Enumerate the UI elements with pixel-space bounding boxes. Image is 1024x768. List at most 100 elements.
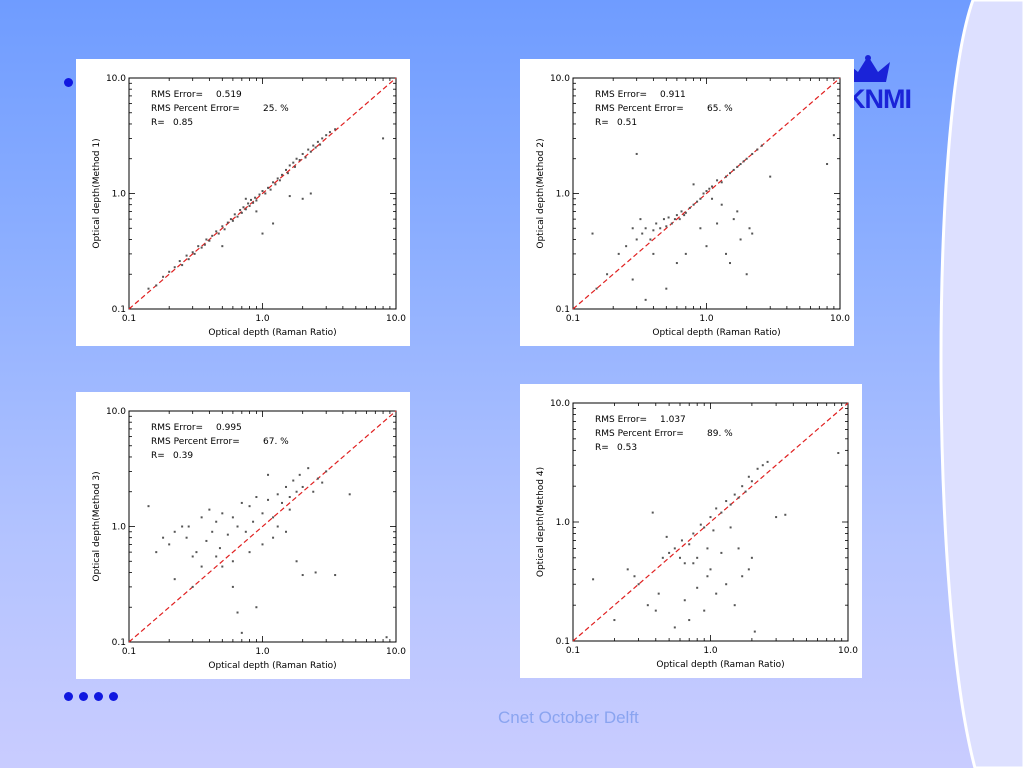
data-point <box>173 530 176 533</box>
data-point <box>215 520 218 523</box>
data-point <box>312 144 315 147</box>
data-point <box>709 516 712 519</box>
data-point <box>314 146 317 149</box>
data-point <box>832 134 835 137</box>
data-point <box>240 501 243 504</box>
data-point <box>725 500 728 503</box>
data-point <box>147 287 150 290</box>
data-point <box>252 520 255 523</box>
data-point <box>382 137 385 140</box>
data-point <box>281 173 284 176</box>
data-point <box>725 175 728 178</box>
data-point <box>193 252 196 255</box>
data-point <box>654 609 657 612</box>
data-point <box>708 187 711 190</box>
data-point <box>751 232 754 235</box>
stat-label: RMS Percent Error= <box>595 104 684 114</box>
data-point <box>244 530 247 533</box>
data-point <box>684 211 687 214</box>
data-point <box>240 631 243 634</box>
data-point <box>639 218 642 221</box>
data-point <box>747 568 750 571</box>
data-point <box>736 210 739 213</box>
data-point <box>706 547 709 550</box>
data-point <box>267 498 270 501</box>
data-point <box>837 452 840 455</box>
data-point <box>659 227 662 230</box>
data-point <box>334 128 337 131</box>
bullet-4 <box>109 692 118 701</box>
data-point <box>711 197 714 200</box>
data-point <box>162 275 165 278</box>
data-point <box>248 204 251 207</box>
data-point <box>162 536 165 539</box>
data-point <box>334 574 337 577</box>
x-tick-label: 1.0 <box>255 647 270 657</box>
footer-text: Cnet October Delft <box>498 708 639 727</box>
data-point <box>267 473 270 476</box>
y-tick-label: 0.1 <box>112 305 126 315</box>
stat-label: RMS Error= <box>595 90 647 100</box>
stat-value: 67. % <box>263 437 289 447</box>
data-point <box>187 258 190 261</box>
data-point <box>673 218 676 221</box>
data-point <box>692 562 695 565</box>
data-point <box>276 177 279 180</box>
data-point <box>269 188 272 191</box>
data-point <box>276 525 279 528</box>
data-point <box>683 214 686 217</box>
data-point <box>155 284 158 287</box>
data-point <box>197 245 200 248</box>
data-point <box>784 513 787 516</box>
scatter-plot-3: 0.10.1 1.0 1.0 10.0 10.0 Optical depth (Raman… <box>92 407 406 671</box>
data-point <box>652 252 655 255</box>
data-point <box>641 232 644 235</box>
data-point <box>712 529 715 532</box>
stat-value: 0.85 <box>173 118 193 128</box>
data-point <box>733 604 736 607</box>
data-point <box>205 539 208 542</box>
data-point <box>307 148 310 151</box>
data-point <box>733 493 736 496</box>
data-point <box>254 196 257 199</box>
data-point <box>231 560 234 563</box>
one-to-one-line <box>128 77 397 310</box>
data-point <box>272 536 275 539</box>
bullet-1 <box>64 692 73 701</box>
data-point <box>739 238 742 241</box>
y-tick-label: 1.0 <box>112 190 127 200</box>
data-point <box>680 539 683 542</box>
data-point <box>675 214 678 217</box>
y-tick-label: 0.1 <box>556 637 570 647</box>
x-tick-label: 10.0 <box>386 314 406 324</box>
data-point <box>756 467 759 470</box>
data-point <box>348 493 351 496</box>
data-point <box>592 578 595 581</box>
y-axis-label: Optical depth(Method 3) <box>92 471 102 581</box>
data-point <box>185 254 188 257</box>
data-point <box>168 543 171 546</box>
data-point <box>617 252 620 255</box>
data-point <box>247 202 250 205</box>
data-point <box>725 583 728 586</box>
data-point <box>716 222 719 225</box>
data-point <box>665 535 668 538</box>
scatter-plot-2: 0.10.1 1.0 1.0 10.0 10.0 Optical depth (Raman… <box>536 74 850 338</box>
y-tick-label: 0.1 <box>112 638 126 648</box>
data-point <box>673 626 676 629</box>
data-point <box>699 227 702 230</box>
data-point <box>288 496 291 499</box>
data-point <box>236 611 239 614</box>
data-point <box>316 477 319 480</box>
data-point <box>325 470 328 473</box>
data-point <box>631 278 634 281</box>
data-point <box>195 551 198 554</box>
data-point <box>276 493 279 496</box>
data-point <box>732 168 735 171</box>
data-point <box>699 197 702 200</box>
data-point <box>720 551 723 554</box>
data-point <box>670 222 673 225</box>
data-point <box>703 609 706 612</box>
data-point <box>668 551 671 554</box>
data-point <box>255 210 258 213</box>
